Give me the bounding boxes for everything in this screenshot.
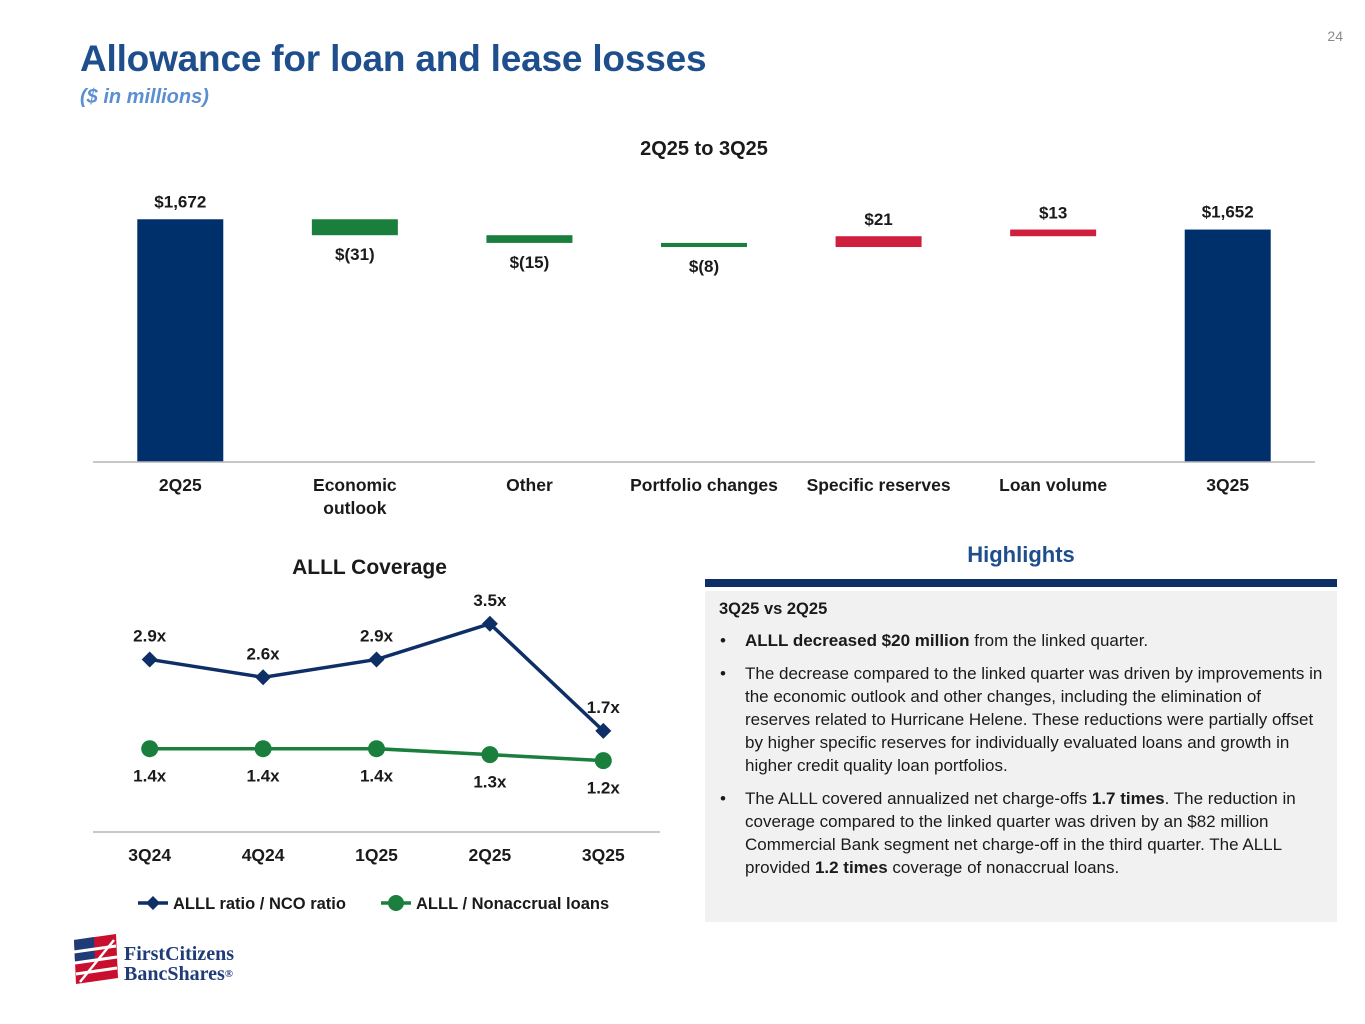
- series-data-label: 1.4x: [360, 767, 394, 786]
- waterfall-bar: [661, 242, 747, 248]
- waterfall-bar: [1010, 229, 1097, 237]
- series-data-label: 1.4x: [133, 767, 167, 786]
- bullet-text: coverage of nonaccrual loans.: [887, 858, 1120, 877]
- legend-diamond-icon: [146, 896, 160, 910]
- line-chart-category-label: 2Q25: [468, 845, 511, 865]
- waterfall-data-label: $13: [1039, 204, 1067, 223]
- logo-line-2: BancShares: [124, 963, 225, 985]
- highlights-panel: 3Q25 vs 2Q25 • ALLL decreased $20 million…: [705, 591, 1337, 922]
- series-data-label: 1.4x: [247, 767, 281, 786]
- legend-label: ALLL ratio / NCO ratio: [173, 895, 346, 913]
- diamond-marker: [481, 615, 498, 632]
- logo-line-1: FirstCitizens: [124, 943, 234, 965]
- bullet-text: from the linked quarter.: [969, 631, 1149, 650]
- circle-marker: [594, 752, 612, 770]
- company-logo: FirstCitizens BancShares®: [70, 932, 260, 992]
- bullet-icon: •: [720, 631, 726, 650]
- bullet-text: . The reduction in coverage compared to …: [745, 789, 1296, 877]
- highlight-bullet: • ALLL decreased $20 million from the lin…: [719, 629, 1323, 652]
- circle-marker: [368, 740, 385, 758]
- bullet-emphasis: 1.7 times: [1091, 789, 1165, 808]
- highlight-bullet: • The decrease compared to the linked qua…: [719, 662, 1323, 777]
- line-chart-category-label: 3Q24: [128, 845, 171, 865]
- legend-circle-icon: [388, 895, 404, 911]
- page-number: 24: [1327, 28, 1343, 44]
- bullet-text: The ALLL covered annualized net charge-o…: [745, 789, 1092, 808]
- waterfall-data-label: $(8): [689, 257, 719, 276]
- line-chart-category-label: 1Q25: [355, 845, 398, 865]
- waterfall-category-label: Portfolio changes: [630, 475, 778, 495]
- series-data-label: 1.7x: [587, 698, 621, 717]
- bullet-icon: •: [720, 664, 726, 683]
- series-data-label: 1.2x: [587, 779, 621, 798]
- waterfall-data-label: $21: [864, 210, 892, 229]
- logo-registered-mark: ®: [224, 968, 233, 980]
- series-data-label: 1.3x: [473, 773, 507, 792]
- waterfall-category-label: Economic: [313, 475, 397, 495]
- line-chart-category-label: 4Q24: [242, 845, 285, 865]
- diamond-marker: [141, 651, 158, 668]
- bullet-emphasis: 1.2 times: [814, 858, 888, 877]
- legend-label: ALLL / Nonaccrual loans: [416, 895, 609, 913]
- series-data-label: 2.6x: [247, 644, 281, 663]
- waterfall-data-label: $(31): [335, 245, 375, 264]
- circle-marker: [254, 740, 272, 758]
- waterfall-bar: [311, 219, 398, 236]
- series-data-label: 2.9x: [360, 626, 394, 645]
- waterfall-category-label: 2Q25: [159, 475, 202, 495]
- waterfall-title: 2Q25 to 3Q25: [640, 138, 768, 160]
- bullet-text: The decrease compared to the linked quar…: [745, 664, 1323, 775]
- diamond-marker: [255, 669, 272, 686]
- waterfall-data-label: $1,652: [1202, 203, 1254, 222]
- page-subtitle: ($ in millions): [80, 86, 209, 108]
- waterfall-chart: 2Q25 to 3Q25 $1,672 2Q25 $(31) Economic outlo…: [93, 138, 1315, 518]
- diamond-marker: [368, 651, 385, 668]
- waterfall-data-label: $1,672: [154, 192, 206, 211]
- circle-marker: [481, 746, 499, 764]
- line-chart-category-label: 3Q25: [582, 845, 625, 865]
- series-data-label: 2.9x: [133, 626, 167, 645]
- coverage-line-chart: ALLL Coverage 2.9x 2.6x 2.9x 3.5x 1.7x 1.4x 1.4…: [93, 556, 660, 913]
- waterfall-category-label: outlook: [323, 498, 386, 518]
- highlight-bullet: • The ALLL covered annualized net charge-…: [719, 787, 1323, 879]
- waterfall-category-label: 3Q25: [1206, 475, 1249, 495]
- waterfall-bar: [486, 235, 573, 243]
- waterfall-bar: [835, 236, 922, 248]
- waterfall-bar: [137, 219, 224, 462]
- waterfall-category-label: Other: [506, 475, 553, 495]
- series-data-label: 3.5x: [473, 591, 507, 610]
- highlights-divider: [705, 579, 1337, 587]
- line-chart-title: ALLL Coverage: [292, 556, 447, 579]
- page-title: Allowance for loan and lease losses: [80, 38, 707, 79]
- highlights-heading: 3Q25 vs 2Q25: [719, 600, 828, 618]
- bullet-icon: •: [720, 789, 726, 808]
- flag-logo-icon: [73, 934, 118, 984]
- waterfall-bar: [1184, 229, 1271, 462]
- logo-wordmark: FirstCitizens BancShares®: [124, 944, 234, 984]
- highlights-bullets: • ALLL decreased $20 million from the lin…: [719, 629, 1323, 879]
- bullet-emphasis: ALLL decreased $20 million: [745, 631, 970, 650]
- waterfall-category-label: Specific reserves: [807, 475, 951, 495]
- waterfall-data-label: $(15): [510, 253, 550, 272]
- circle-marker: [141, 740, 159, 758]
- waterfall-category-label: Loan volume: [999, 475, 1107, 495]
- highlights-title: Highlights: [967, 542, 1075, 567]
- diamond-marker: [595, 722, 612, 739]
